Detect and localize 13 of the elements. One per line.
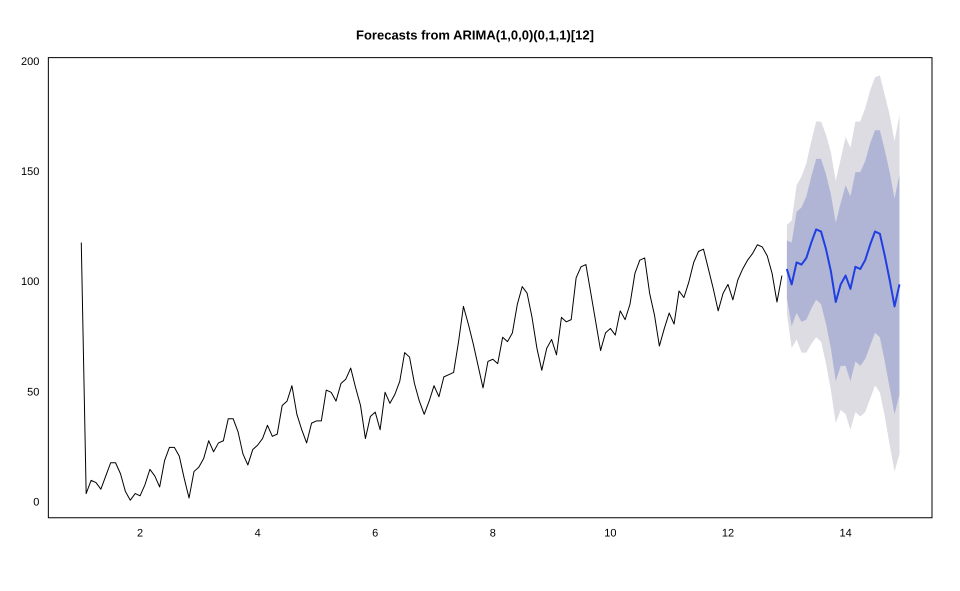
y-tick-label: 0 bbox=[33, 496, 40, 508]
x-tick-label: 10 bbox=[604, 527, 617, 540]
x-tick-label: 14 bbox=[839, 527, 852, 540]
y-tick-label: 150 bbox=[20, 166, 40, 178]
x-tick-label: 8 bbox=[490, 527, 496, 540]
y-tick-label: 50 bbox=[27, 386, 40, 398]
x-tick-label: 4 bbox=[254, 527, 261, 540]
y-tick-label: 200 bbox=[20, 56, 40, 68]
x-tick-label: 12 bbox=[722, 527, 734, 540]
y-tick-label: 100 bbox=[20, 276, 40, 288]
x-tick-label: 2 bbox=[137, 527, 144, 540]
chart-title: Forecasts from ARIMA(1,0,0)(0,1,1)[12] bbox=[356, 27, 594, 42]
x-tick-label: 6 bbox=[372, 527, 378, 540]
